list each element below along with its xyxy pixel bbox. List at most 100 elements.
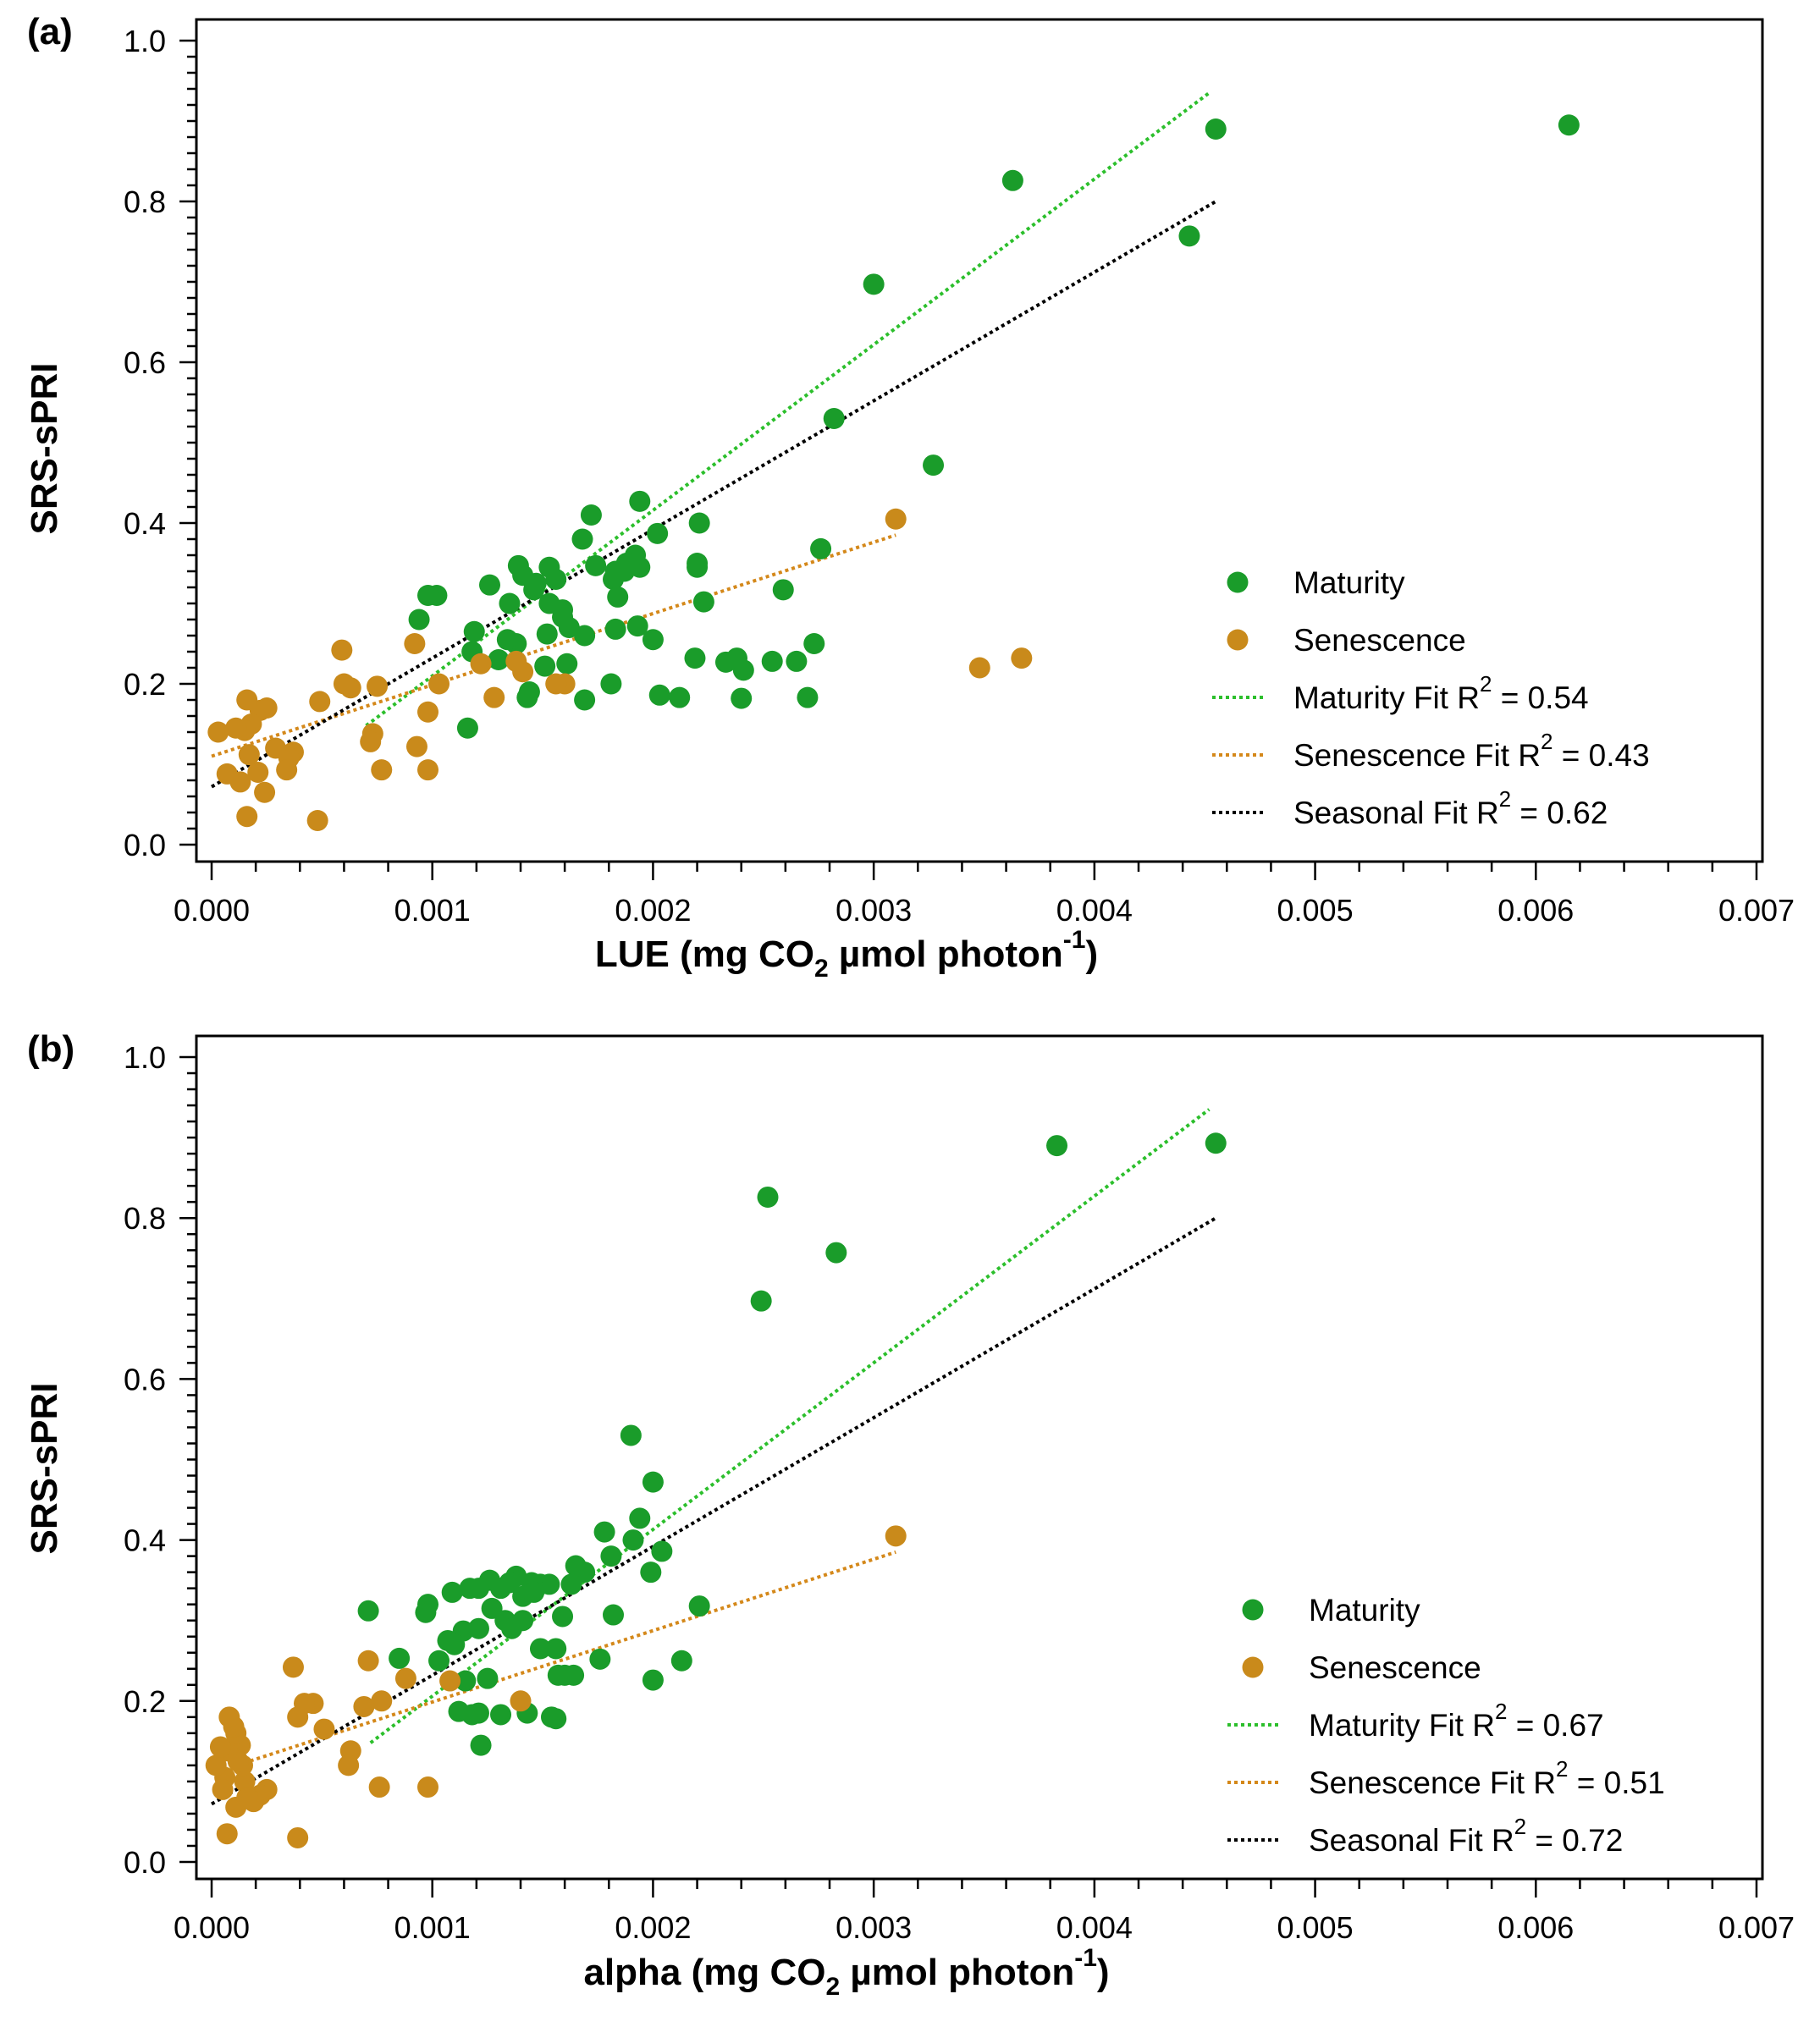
panel-b-maturity-point bbox=[642, 1471, 664, 1493]
panel-a-maturity-point bbox=[574, 689, 596, 711]
panel-b-fit-lines bbox=[210, 1108, 1217, 1806]
panel-a-maturity-point bbox=[571, 528, 593, 550]
panel-a-x-axis-title: LUE (mg CO2 µmol photon-1) bbox=[595, 926, 1098, 983]
panel-b-y-tick-label: 1.0 bbox=[124, 1040, 166, 1075]
panel-a-maturity-point bbox=[684, 647, 706, 669]
panel-a-y-axis-title: SRS-sPRI bbox=[24, 363, 65, 535]
panel-b-maturity-point bbox=[415, 1601, 437, 1623]
panel-a-legend-senescence-marker bbox=[1227, 629, 1249, 651]
panel-b-maturity-point bbox=[512, 1610, 534, 1632]
panel-a-x-axis-title-after: µmol photon bbox=[829, 934, 1063, 975]
panel-a-legend-senescence-label: Senescence bbox=[1293, 623, 1466, 658]
panel-a-senescence-point bbox=[331, 639, 353, 661]
panel-a-maturity-point bbox=[761, 650, 783, 672]
panel-b-ticks: 0.000 0.001 0.002 0.003 0.004 0.005 0.006 0.007… bbox=[124, 1034, 1795, 1945]
panel-b-x-tick-label: 0.000 bbox=[174, 1910, 250, 1945]
panel-a-legend-senescence-fit-r2-superscript: 2 bbox=[1541, 729, 1553, 754]
panel-a-x-tick-label: 0.007 bbox=[1718, 893, 1795, 928]
panel-a-senescence-point bbox=[417, 701, 438, 723]
panel-a-ticks: 0.000 0.001 0.002 0.003 0.004 0.005 0.006 0.007… bbox=[124, 18, 1795, 928]
panel-b-maturity-point bbox=[629, 1507, 651, 1529]
panel-b-maturity-point bbox=[688, 1595, 710, 1617]
panel-b-maturity-point bbox=[670, 1650, 692, 1672]
panel-a-maturity-point bbox=[687, 556, 709, 578]
panel-a-senescence-point bbox=[371, 759, 393, 781]
panel-a-maturity-point bbox=[456, 717, 478, 739]
panel-b-x-tick-label: 0.002 bbox=[615, 1910, 691, 1945]
panel-b-maturity-point bbox=[563, 1664, 585, 1686]
panel-b-legend-maturity-label: Maturity bbox=[1309, 1593, 1420, 1628]
panel-b-seasonal-fit-line bbox=[210, 1216, 1217, 1806]
panel-a-maturity-point bbox=[417, 585, 438, 606]
panel-a-x-axis-title-sup: -1 bbox=[1063, 926, 1086, 954]
panel-a-senescence-point bbox=[238, 744, 260, 766]
panel-a-maturity-point bbox=[463, 620, 485, 642]
panel-b-legend-maturity-marker bbox=[1242, 1599, 1264, 1621]
panel-b-maturity-point bbox=[529, 1638, 551, 1660]
panel-a-maturity-point bbox=[607, 586, 629, 608]
panel-a-maturity-point bbox=[600, 673, 622, 695]
panel-a-maturity-point bbox=[797, 686, 819, 708]
panel-a-senescence-point bbox=[367, 675, 389, 697]
panel-b-x-tick-label: 0.003 bbox=[836, 1910, 912, 1945]
panel-b-senescence-point bbox=[212, 1778, 234, 1800]
panel-a-maturity-point bbox=[516, 686, 538, 708]
panel-a-senescence-point bbox=[306, 810, 328, 831]
panel-a: (a) SRS-sPRI LUE (mg CO2 µmol photon-1) … bbox=[24, 11, 1795, 983]
panel-b-senescence-point bbox=[357, 1650, 379, 1672]
panel-a-plot-frame bbox=[195, 18, 1764, 863]
panel-a-maturity-point bbox=[863, 273, 885, 295]
panel-b-legend-maturity-fit-label: Maturity Fit R2 = 0.67 bbox=[1309, 1699, 1604, 1743]
panel-a-senescence-point bbox=[333, 673, 355, 695]
panel-b-senescence-point bbox=[216, 1823, 238, 1845]
panel-a-x-axis-title-sub: 2 bbox=[814, 955, 829, 983]
panel-b-senescence-point bbox=[218, 1706, 240, 1728]
panel-a-x-tick-label: 0.001 bbox=[394, 893, 471, 928]
panel-b-label: (b) bbox=[27, 1028, 74, 1070]
panel-b-y-tick-label: 0.2 bbox=[124, 1684, 166, 1719]
panel-a-maturity-point bbox=[1001, 169, 1023, 191]
panel-a-legend-maturity-fit-r2-value: = 0.54 bbox=[1492, 680, 1588, 715]
panel-b-maturity-point bbox=[750, 1290, 772, 1312]
panel-b-maturity-point bbox=[428, 1650, 450, 1672]
panel-b-maturity-point bbox=[481, 1597, 503, 1619]
panel-b-maturity-point bbox=[589, 1648, 611, 1670]
panel-b-legend-seasonal-fit-label: Seasonal Fit R2 = 0.72 bbox=[1309, 1814, 1623, 1858]
panel-a-senescence-point bbox=[428, 673, 450, 695]
panel-a-x-axis-title-main: LUE (mg CO bbox=[595, 934, 814, 975]
panel-a-senescence-point bbox=[470, 653, 492, 675]
panel-a-senescence-point bbox=[1011, 647, 1033, 669]
panel-a-points bbox=[207, 114, 1580, 831]
panel-a-senescence-point bbox=[254, 781, 276, 803]
panel-a-x-tick-label: 0.000 bbox=[174, 893, 250, 928]
panel-a-legend-maturity-fit-label: Maturity Fit R2 = 0.54 bbox=[1293, 671, 1589, 715]
panel-a-x-tick-label: 0.006 bbox=[1497, 893, 1574, 928]
panel-a-y-tick-label: 1.0 bbox=[124, 24, 166, 58]
panel-b-maturity-point bbox=[825, 1242, 847, 1264]
panel-b-maturity-point bbox=[642, 1669, 664, 1691]
panel-b-maturity-point bbox=[470, 1734, 492, 1756]
panel-a-senescence-point bbox=[236, 689, 258, 711]
panel-b-maturity-point bbox=[560, 1573, 582, 1595]
panel-b-maturity-point bbox=[461, 1704, 483, 1726]
panel-b-senescence-point bbox=[209, 1736, 231, 1758]
panel-a-y-tick-label: 0.4 bbox=[124, 506, 166, 541]
panel-a-maturity-point bbox=[604, 618, 626, 640]
panel-a-senescence-point bbox=[309, 691, 331, 713]
panel-b-maturity-point bbox=[441, 1581, 463, 1603]
panel-a-maturity-point bbox=[772, 579, 794, 601]
panel-a-x-tick-label: 0.005 bbox=[1277, 893, 1354, 928]
panel-b-legend-senescence-marker bbox=[1242, 1656, 1264, 1678]
panel-a-maturity-point bbox=[923, 454, 945, 476]
panel-b-legend-senescence-label: Senescence bbox=[1309, 1650, 1481, 1685]
panel-b: (b) SRS-sPRI alpha (mg CO2 µmol photon-1… bbox=[24, 1028, 1795, 2001]
panel-b-legend-senescence-fit-r2-superscript: 2 bbox=[1556, 1756, 1568, 1782]
panel-b-maturity-point bbox=[552, 1606, 574, 1628]
panel-a-maturity-point bbox=[1205, 118, 1227, 140]
panel-a-maturity-point bbox=[823, 408, 845, 429]
panel-b-x-tick-label: 0.006 bbox=[1497, 1910, 1574, 1945]
panel-a-x-axis-title-close: ) bbox=[1085, 934, 1098, 975]
panel-a-senescence-point bbox=[404, 633, 426, 654]
panel-b-maturity-point bbox=[357, 1600, 379, 1622]
panel-b-legend-senescence-fit-text: Senescence Fit R bbox=[1309, 1765, 1556, 1800]
